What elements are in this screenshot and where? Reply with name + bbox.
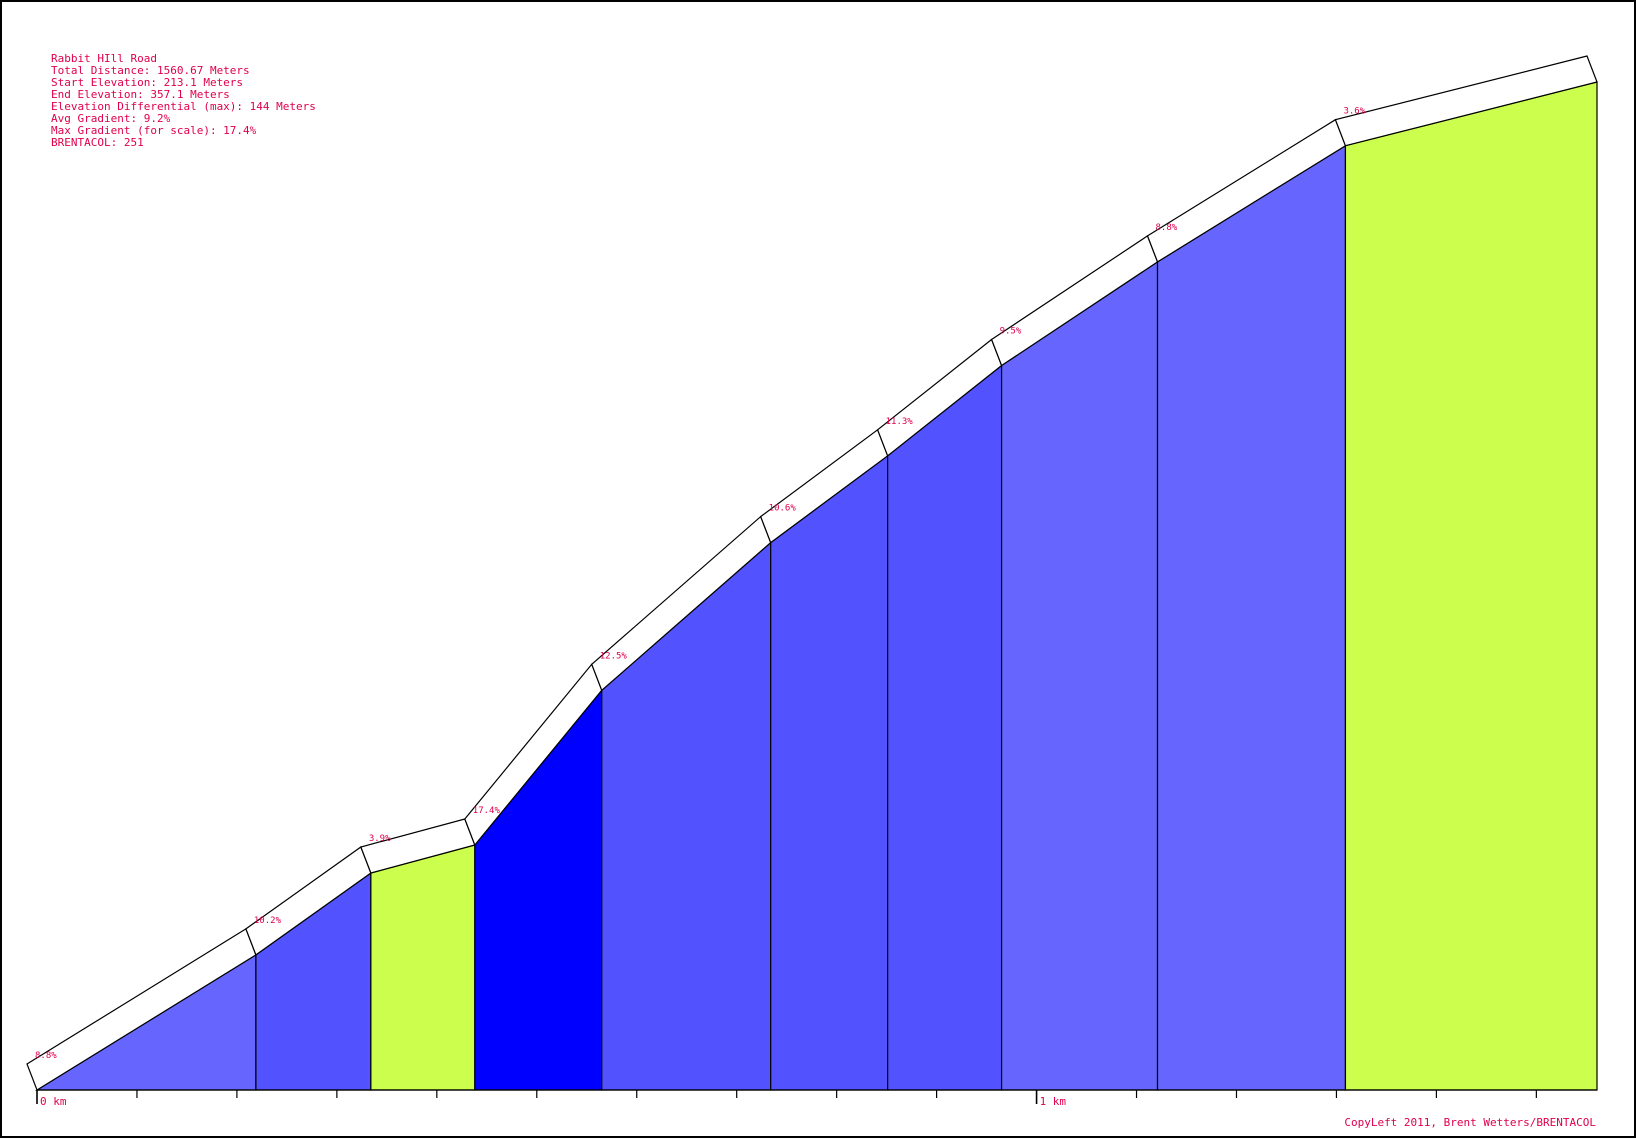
grade-label: 8.8%: [1156, 223, 1178, 233]
segment-7: 11.3%: [876, 338, 1003, 1091]
route-name: Rabbit HIll Road: [51, 52, 157, 65]
start-elevation: Start Elevation: 213.1 Meters: [51, 76, 243, 89]
segment-10: 3.6%: [1334, 55, 1598, 1091]
end-elevation: End Elevation: 357.1 Meters: [51, 88, 230, 101]
grade-label: 3.6%: [1343, 107, 1365, 117]
tick-label: 0 km: [40, 1095, 67, 1108]
segment-9: 8.8%: [1146, 118, 1347, 1091]
segment-8: 9.5%: [990, 234, 1159, 1091]
distance-axis: 0 km 1 km: [36, 1089, 1597, 1108]
segment-1: 8.8%: [26, 928, 257, 1091]
grade-label: 3.9%: [369, 834, 391, 844]
grade-label: 12.5%: [600, 651, 628, 661]
segments-layer: 8.8% 10.2% 3.9% 17.4% 12.5% 10.6% 11.3% 9.5% 8.8…: [26, 55, 1598, 1091]
segment-area: [370, 844, 476, 1091]
segment-2: 10.2%: [245, 846, 372, 1091]
avg-gradient: Avg Gradient: 9.2%: [51, 112, 171, 125]
segment-5: 12.5%: [591, 515, 772, 1091]
grade-label: 9.5%: [1000, 327, 1022, 337]
segment-6: 10.6%: [759, 428, 889, 1091]
segment-area: [1156, 144, 1347, 1091]
copyleft-credit: CopyLeft 2011, Brent Wetters/BRENTACOL: [1344, 1116, 1596, 1129]
segment-area: [770, 454, 889, 1091]
brentacol-score: BRENTACOL: 251: [51, 136, 144, 149]
grade-label: 8.8%: [35, 1051, 57, 1061]
grade-label: 10.2%: [254, 916, 282, 926]
grade-label: 11.3%: [886, 417, 914, 427]
segment-area: [887, 364, 1003, 1091]
road-band: [1334, 55, 1598, 147]
max-gradient: Max Gradient (for scale): 17.4%: [51, 124, 257, 137]
grade-label: 10.6%: [769, 504, 797, 514]
segment-area: [1000, 260, 1159, 1091]
elevation-differential: Elevation Differential (max): 144 Meters: [51, 100, 316, 113]
segment-4: 17.4%: [464, 663, 603, 1091]
grade-label: 17.4%: [473, 806, 501, 816]
tick-label: 1 km: [1040, 1095, 1067, 1108]
total-distance: Total Distance: 1560.67 Meters: [51, 64, 250, 77]
segment-3: 3.9%: [360, 818, 476, 1091]
segment-area: [1344, 81, 1598, 1091]
info-block: Rabbit HIll Road Total Distance: 1560.67…: [51, 52, 316, 149]
segment-area: [601, 541, 772, 1091]
